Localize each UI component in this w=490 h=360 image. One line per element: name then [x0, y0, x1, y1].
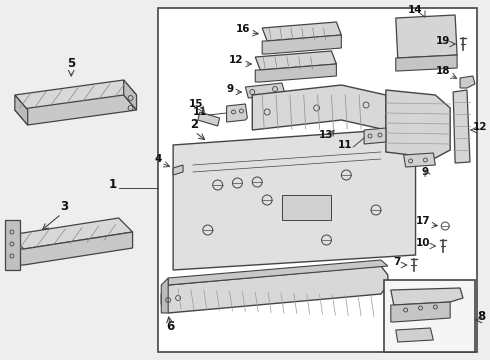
Polygon shape [245, 83, 285, 98]
Text: 11: 11 [193, 107, 208, 117]
Polygon shape [252, 85, 386, 130]
Text: 13: 13 [319, 130, 334, 140]
Polygon shape [460, 76, 475, 88]
Polygon shape [10, 218, 133, 249]
Polygon shape [15, 95, 137, 125]
Polygon shape [396, 328, 433, 342]
Text: 3: 3 [60, 200, 69, 213]
Polygon shape [173, 165, 183, 175]
Text: 12: 12 [473, 122, 488, 132]
Polygon shape [255, 51, 337, 70]
Text: 17: 17 [416, 216, 430, 226]
Polygon shape [453, 90, 470, 163]
Text: 16: 16 [236, 24, 250, 34]
Text: 8: 8 [477, 310, 485, 323]
Polygon shape [391, 302, 450, 322]
Bar [158, 8, 477, 352]
Text: 11: 11 [338, 140, 352, 150]
Polygon shape [161, 266, 388, 313]
Polygon shape [15, 95, 28, 125]
Polygon shape [396, 15, 457, 58]
Polygon shape [262, 22, 342, 41]
Polygon shape [386, 90, 450, 158]
Polygon shape [161, 278, 168, 313]
Polygon shape [226, 104, 247, 122]
Polygon shape [123, 80, 137, 110]
Polygon shape [198, 112, 220, 126]
Bar [384, 280, 475, 352]
Text: 15: 15 [189, 99, 203, 109]
Text: 1: 1 [109, 178, 117, 191]
Text: 10: 10 [416, 238, 430, 248]
Text: 18: 18 [436, 66, 450, 76]
Polygon shape [10, 232, 133, 265]
Text: 7: 7 [393, 257, 401, 267]
Text: 4: 4 [155, 154, 162, 164]
Polygon shape [391, 288, 463, 305]
Text: 14: 14 [408, 5, 423, 15]
Polygon shape [255, 64, 337, 82]
Polygon shape [15, 80, 137, 110]
Text: 6: 6 [166, 320, 174, 333]
Polygon shape [173, 130, 416, 270]
Text: 12: 12 [229, 55, 244, 65]
Text: 5: 5 [67, 57, 75, 70]
Polygon shape [262, 35, 342, 54]
Text: 2: 2 [190, 118, 198, 131]
Polygon shape [396, 55, 457, 71]
Text: 19: 19 [436, 36, 450, 46]
Polygon shape [168, 260, 388, 285]
Polygon shape [364, 128, 386, 144]
Polygon shape [404, 153, 435, 167]
Polygon shape [5, 220, 20, 270]
Bar [282, 195, 331, 220]
Text: 9: 9 [422, 167, 429, 177]
Text: 9: 9 [226, 84, 234, 94]
